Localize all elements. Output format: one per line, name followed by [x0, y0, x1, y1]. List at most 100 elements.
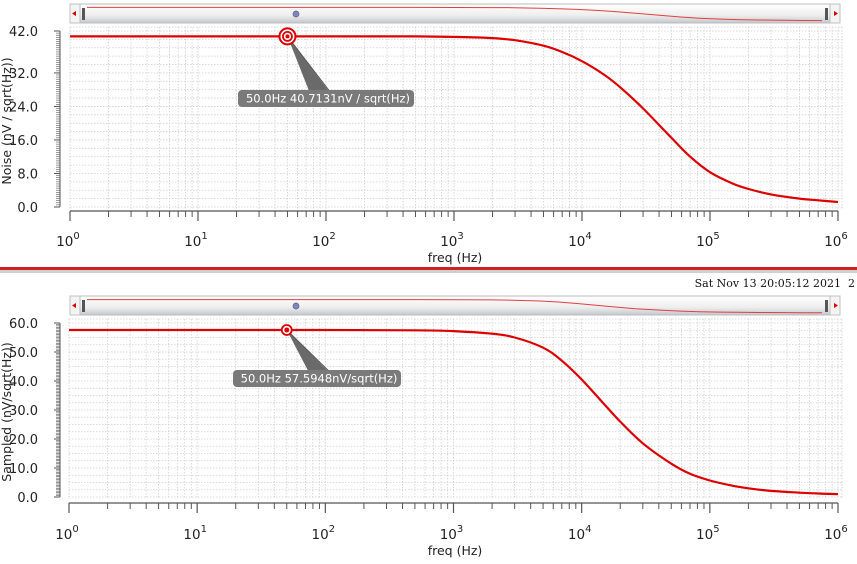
scroll-thumb-left-handle[interactable] [82, 300, 85, 312]
x-tick-base: 10 [312, 234, 329, 250]
x-tick-label: 100 [55, 524, 79, 543]
x-tick-label: 104 [568, 524, 592, 543]
y-tick-label: 8.0 [17, 167, 38, 182]
x-tick-exponent: 0 [72, 524, 78, 535]
y-tick-label: 0.0 [17, 201, 38, 216]
sampled-plot-panel: 60.0 50.0 40.0 30.0 20.0 10.0 0.0 Sampled (nV/s… [0, 290, 857, 560]
scroll-thumb-right-handle[interactable] [825, 300, 828, 312]
scrollbar-track[interactable] [69, 3, 841, 24]
x-tick-exponent: 6 [841, 231, 847, 242]
trace-noise[interactable] [69, 35, 839, 204]
x-tick-label: 102 [312, 524, 336, 543]
x-tick-label: 101 [184, 231, 208, 250]
marker-target-dot [284, 327, 290, 333]
scroll-left-button[interactable] [69, 295, 81, 316]
x-axis-label: freq (Hz) [428, 250, 483, 265]
x-tick-label: 103 [440, 231, 464, 250]
x-tick-label: 106 [824, 231, 848, 250]
arrow-right-icon [834, 11, 838, 16]
y-tick-label: 24.0 [9, 100, 38, 115]
y-tick-label: 20.0 [9, 433, 38, 448]
point-marker[interactable]: 50.0Hz 40.7131nV / sqrt(Hz) [238, 27, 414, 107]
y-tick-label: 42.0 [9, 25, 38, 40]
y-tick-label: 50.0 [9, 346, 38, 361]
x-tick-exponent: 3 [457, 524, 463, 535]
x-tick-exponent: 1 [201, 524, 207, 535]
marker-label-bg [238, 90, 414, 107]
x-tick-base: 10 [696, 527, 713, 543]
x-tick-exponent: 4 [585, 524, 591, 535]
x-tick-base: 10 [824, 527, 841, 543]
x-tick-base: 10 [568, 527, 585, 543]
marker-label: 50.0Hz 57.5948nV/sqrt(Hz) [241, 372, 398, 386]
x-tick-exponent: 2 [329, 231, 335, 242]
y-axis-label: Sampled (nV/sqrt(Hz)) [0, 342, 14, 481]
x-tick-exponent: 5 [713, 524, 719, 535]
x-tick-base: 10 [568, 234, 585, 250]
x-tick-label: 101 [183, 524, 207, 543]
x-tick-exponent: 4 [585, 231, 591, 242]
marker-target-dot [285, 34, 290, 39]
arrow-left-icon [72, 11, 76, 16]
scroll-thumb-left-handle[interactable] [82, 8, 85, 20]
x-tick-label: 104 [568, 231, 592, 250]
y-tick-label: 16.0 [9, 134, 38, 149]
x-axis-label: freq (Hz) [428, 543, 483, 558]
y-tick-label: 60.0 [9, 317, 38, 332]
noise-plot-panel: 42.0 32.0 24.0 16.0 8.0 0.0 Noise (nV / sqrt(H… [0, 0, 857, 268]
noise-plot[interactable]: 42.0 32.0 24.0 16.0 8.0 0.0 Noise (nV / sqrt(H… [0, 0, 857, 268]
y-axis: 42.0 32.0 24.0 16.0 8.0 0.0 Noise (nV / sqrt(H… [0, 25, 61, 216]
x-tick-label: 105 [696, 524, 720, 543]
x-tick-base: 10 [183, 527, 200, 543]
x-tick-exponent: 2 [329, 524, 335, 535]
x-tick-exponent: 3 [457, 231, 463, 242]
y-tick-label: 0.0 [17, 491, 38, 506]
scroll-right-button[interactable] [829, 295, 841, 316]
marker-target-ring [282, 30, 293, 42]
x-tick-base: 10 [56, 234, 73, 250]
scroll-right-button[interactable] [829, 3, 841, 24]
grid [68, 318, 843, 499]
x-tick-base: 10 [440, 527, 457, 543]
scroll-thumb-grip-icon[interactable] [292, 10, 300, 18]
overview-scrollbar[interactable] [69, 3, 841, 24]
x-tick-exponent: 5 [713, 231, 719, 242]
y-axis-label: Noise (nV / sqrt(Hz)) [0, 57, 14, 184]
x-tick-base: 10 [824, 234, 841, 250]
x-tick-label: 102 [312, 231, 336, 250]
marker-leader-line [286, 329, 330, 372]
trace-sampled[interactable] [68, 328, 839, 496]
x-tick-exponent: 1 [201, 231, 207, 242]
x-tick-base: 10 [696, 234, 713, 250]
marker-pointer [286, 329, 329, 372]
arrow-right-icon [834, 303, 838, 308]
x-tick-label: 105 [696, 231, 720, 250]
x-tick-base: 10 [440, 234, 457, 250]
overview-trace [87, 6, 823, 22]
x-tick-label: 100 [56, 231, 80, 250]
y-tick-label: 30.0 [9, 404, 38, 419]
x-tick-base: 10 [312, 527, 329, 543]
y-tick-label: 40.0 [9, 375, 38, 390]
overview-trace [87, 299, 823, 314]
x-tick-exponent: 6 [841, 524, 847, 535]
timestamp: Sat Nov 13 20:05:12 2021 2 [694, 277, 855, 290]
scroll-thumb-grip-icon[interactable] [292, 302, 300, 310]
x-tick-label: 103 [440, 524, 464, 543]
x-tick-base: 10 [184, 234, 201, 250]
y-tick-label: 10.0 [9, 462, 38, 477]
marker-label: 50.0Hz 40.7131nV / sqrt(Hz) [246, 92, 410, 106]
marker-leader-line [287, 36, 330, 92]
x-tick-exponent: 0 [73, 231, 79, 242]
marker-label-bg [233, 370, 401, 387]
overview-scrollbar[interactable] [69, 295, 841, 316]
scroll-thumb-right-handle[interactable] [825, 8, 828, 20]
plot-divider[interactable] [0, 267, 857, 273]
x-tick-label: 106 [824, 524, 848, 543]
y-tick-label: 32.0 [9, 67, 38, 82]
point-marker[interactable]: 50.0Hz 57.5948nV/sqrt(Hz) [233, 324, 401, 387]
scroll-left-button[interactable] [69, 3, 81, 24]
